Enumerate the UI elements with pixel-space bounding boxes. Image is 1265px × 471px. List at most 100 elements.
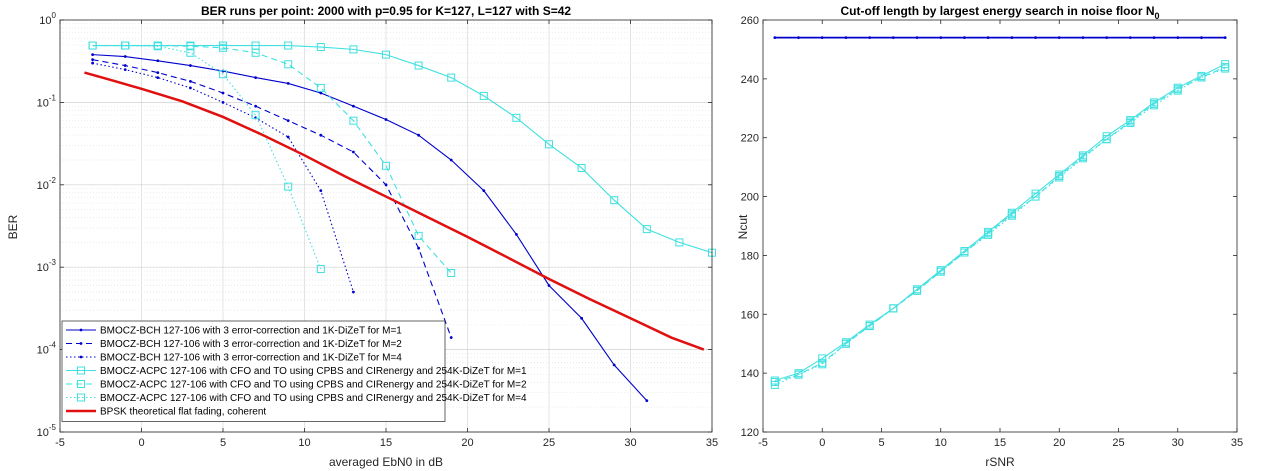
ncut-chart-title-subscript: 0: [1155, 11, 1160, 21]
data-point: [841, 339, 850, 348]
data-point: [221, 91, 225, 95]
x-tick-label: 15: [380, 437, 392, 449]
data-point: [156, 76, 160, 79]
data-point: [319, 91, 323, 95]
series-line-1: [92, 54, 648, 402]
data-point: [88, 41, 97, 50]
data-point: [384, 183, 388, 187]
data-point: [219, 70, 227, 79]
data-point: [1200, 36, 1203, 40]
x-tick-label: -5: [758, 437, 768, 449]
ber-chart-x-ticks: -5 0 5 10 15 20 25 30 35: [55, 20, 718, 449]
y-tick-label-exponent: -5: [49, 423, 57, 432]
data-point: [123, 68, 127, 72]
data-point: [286, 82, 290, 85]
y-tick-label-exponent: -3: [49, 258, 57, 267]
data-point: [482, 189, 486, 193]
data-point: [577, 163, 586, 172]
y-tick-label-exponent: -1: [49, 93, 57, 102]
ncut-chart-x-axis-label: rSNR: [985, 455, 1015, 469]
series-line-4: [92, 44, 713, 254]
data-point: [91, 61, 94, 65]
ncut-chart-axes-frame: [762, 19, 1238, 433]
data-point: [121, 41, 130, 50]
data-point: [186, 48, 195, 57]
x-tick-label: -5: [55, 437, 65, 449]
y-tick-label-exponent: -4: [49, 341, 57, 350]
series-line-4: [774, 68, 1226, 386]
data-point: [156, 71, 160, 74]
data-point: [844, 36, 848, 40]
data-point: [915, 36, 919, 40]
data-point: [610, 196, 619, 205]
data-point: [349, 116, 358, 125]
data-point: [939, 36, 943, 40]
ncut-chart-y-ticks: 120 140 160 180 200 220 240 260: [741, 15, 1237, 439]
data-point: [1152, 36, 1156, 40]
ncut-chart-title: Cut-off length by largest energy search …: [840, 4, 1159, 21]
legend-marker: [77, 366, 85, 375]
data-point: [1034, 36, 1037, 40]
data-point: [254, 76, 257, 79]
y-tick-label: 10-5: [37, 423, 57, 439]
data-point: [1081, 36, 1085, 40]
x-tick-label: 30: [1172, 437, 1184, 449]
data-point: [515, 233, 518, 236]
data-point: [1197, 73, 1206, 82]
y-tick-label: 10-1: [37, 93, 57, 109]
x-tick-label: 10: [298, 437, 310, 449]
data-point: [545, 140, 553, 149]
y-tick-label: 100: [39, 11, 56, 27]
data-point: [1105, 36, 1109, 40]
y-tick-label-exponent: -2: [49, 176, 57, 185]
data-point: [1150, 101, 1159, 110]
legend-marker: [77, 393, 85, 402]
x-tick-label: 15: [994, 437, 1006, 449]
y-tick-label-base: 10: [37, 427, 49, 439]
x-tick-label: 25: [1112, 437, 1124, 449]
data-point: [286, 135, 290, 139]
data-point: [414, 231, 423, 240]
legend-entry-1: BMOCZ-BCH 127-106 with 3 error-correctio…: [100, 326, 402, 337]
y-tick-label: 140: [741, 368, 759, 380]
data-point: [868, 36, 872, 40]
data-point: [123, 55, 127, 58]
legend-entry-7: BPSK theoretical flat fading, coherent: [100, 407, 266, 418]
data-point: [417, 133, 420, 137]
y-tick-label-base: 10: [37, 262, 49, 274]
ncut-chart-x-ticks: -5 0 5 10 15 20 25 30 35: [758, 20, 1243, 449]
data-point: [770, 380, 779, 389]
data-point: [580, 316, 583, 320]
data-point: [889, 304, 898, 313]
data-point: [547, 284, 551, 287]
series-line-7: [84, 71, 705, 351]
legend-entry-6: BMOCZ-ACPC 127-106 with CFO and TO using…: [100, 393, 527, 404]
data-point: [349, 45, 358, 54]
ber-chart: -5 0 5 10 15 20 25 30 35 10010-110-210-310-410-5…: [6, 4, 718, 469]
x-tick-label: 20: [461, 437, 473, 449]
y-tick-label: 200: [741, 192, 759, 204]
data-point: [447, 73, 456, 82]
data-point: [189, 79, 192, 83]
series-line-2: [774, 63, 1226, 382]
x-tick-label: 30: [624, 437, 636, 449]
legend-marker: [77, 380, 85, 388]
legend-box: [61, 320, 446, 422]
data-point: [156, 59, 160, 63]
data-point: [382, 50, 390, 59]
y-tick-label: 260: [741, 15, 759, 27]
data-point: [284, 182, 293, 191]
data-point: [1126, 119, 1135, 127]
y-tick-label: 160: [741, 309, 759, 321]
y-tick-label-base: 10: [37, 180, 49, 192]
x-tick-label: 35: [1231, 437, 1243, 449]
ncut-chart: -5 0 5 10 15 20 25 30 35 120 140 160 180 200 220 240 26…: [736, 4, 1243, 469]
x-tick-label: 0: [138, 437, 144, 449]
x-tick-label: 5: [878, 437, 884, 449]
data-point: [1223, 36, 1227, 40]
x-tick-label: 35: [706, 437, 718, 449]
legend-marker: [79, 355, 83, 359]
y-tick-label: 10-3: [37, 258, 57, 274]
data-point: [449, 158, 453, 162]
data-point: [963, 36, 966, 40]
